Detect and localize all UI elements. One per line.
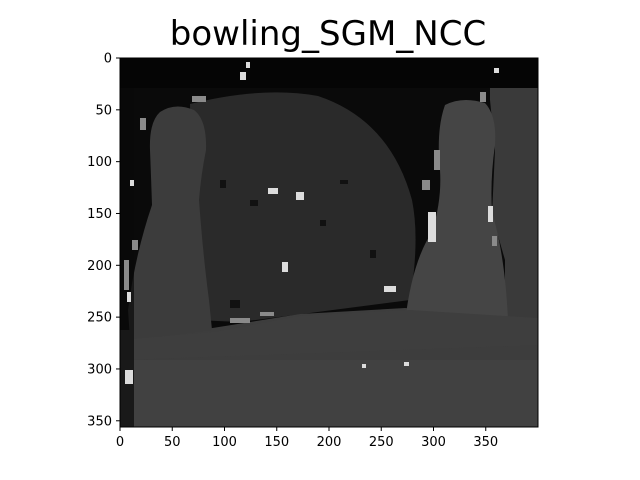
y-tick-label: 350 (87, 414, 112, 429)
x-axis: 0 50 100 150 200 250 300 350 (116, 427, 498, 450)
y-axis: 0 50 100 150 200 250 300 350 (87, 52, 120, 429)
plot-title: bowling_SGM_NCC (169, 14, 487, 54)
y-tick-label: 250 (87, 311, 112, 326)
x-tick-label: 50 (164, 435, 181, 450)
x-tick-label: 300 (421, 435, 446, 450)
y-tick-label: 200 (87, 259, 112, 274)
x-tick-label: 250 (369, 435, 394, 450)
y-tick-label: 0 (104, 52, 112, 67)
y-tick-label: 50 (95, 103, 112, 118)
y-tick-label: 150 (87, 207, 112, 222)
y-tick-label: 100 (87, 155, 112, 170)
disparity-image (120, 58, 538, 427)
x-tick-label: 200 (317, 435, 342, 450)
y-tick-label: 300 (87, 362, 112, 377)
x-tick-label: 100 (212, 435, 237, 450)
x-tick-label: 350 (473, 435, 498, 450)
x-tick-label: 150 (264, 435, 289, 450)
x-tick-label: 0 (116, 435, 124, 450)
